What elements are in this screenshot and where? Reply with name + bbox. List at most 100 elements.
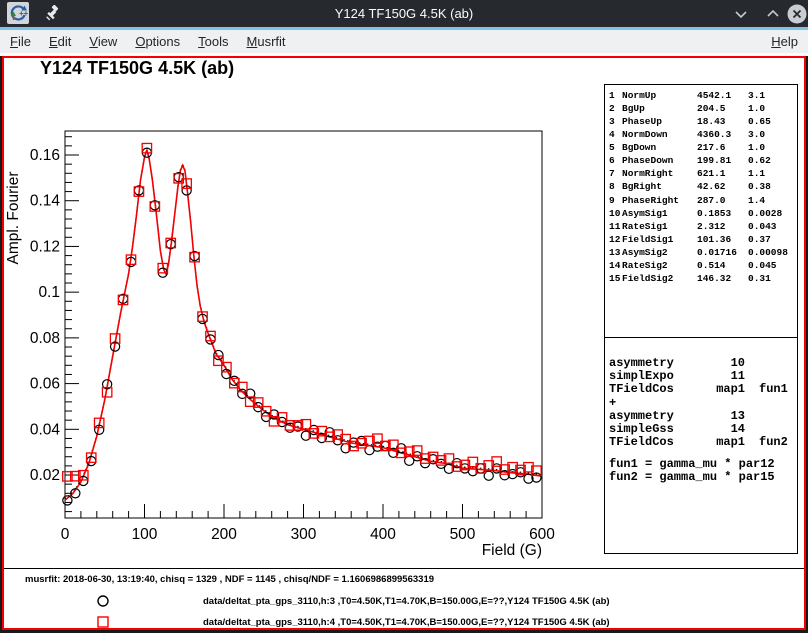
param-name: NormUp (622, 90, 657, 101)
data-point-circle (388, 447, 399, 459)
menu-item-edit[interactable]: Edit (48, 34, 72, 49)
menu-item-options[interactable]: Options (135, 34, 181, 49)
param-error: 0.043 (748, 220, 777, 232)
data-point-square (260, 405, 272, 417)
window-title: Y124 TF150G 4.5K (ab) (334, 6, 474, 21)
data-point-square (292, 420, 304, 431)
data-point-circle (213, 349, 224, 361)
data-point-square (467, 456, 479, 468)
maximize-button[interactable] (762, 3, 784, 25)
data-point-square (109, 333, 121, 344)
theory-line: TFieldCos map1 fun1 (605, 382, 797, 397)
theory-token: asymmetry (609, 356, 674, 370)
param-name: RateSig2 (622, 259, 668, 271)
legend-label: data/deltat_pta_gps_3110,h:4 ,T0=4.50K,T… (203, 617, 610, 628)
y-tick-label: 0.02 (30, 467, 60, 484)
data-point-square (348, 440, 359, 452)
param-name: FieldSig1 (622, 233, 674, 245)
data-point-square (491, 456, 503, 467)
theory-fun-line: fun1 = gamma_mu * par12 (605, 457, 797, 471)
y-tick-label: 0.1 (38, 284, 60, 301)
pin-icon[interactable] (44, 5, 60, 21)
theory-line: asymmetry 13 (605, 409, 797, 423)
data-point-square (387, 439, 399, 451)
data-point-square (101, 386, 113, 398)
param-row-PhaseRight: 9 PhaseRight 287.0 1.4 (605, 195, 797, 208)
menu-item-view[interactable]: View (89, 34, 118, 49)
data-point-square (427, 451, 439, 463)
theory-token: 11 (730, 369, 745, 384)
legend-row: data/deltat_pta_gps_3110,h:3 ,T0=4.50K,T… (4, 593, 804, 609)
data-point-square (221, 361, 232, 373)
data-point-circle (62, 495, 73, 506)
param-index: 14 (609, 259, 621, 271)
data-point-square (523, 461, 534, 473)
param-error: 0.38 (748, 181, 771, 193)
data-point-circle (109, 341, 121, 352)
param-name: PhaseUp (622, 116, 662, 128)
x-tick-label: 100 (132, 526, 158, 543)
data-point-square (356, 437, 367, 449)
minimize-button[interactable] (730, 3, 752, 25)
data-point-square (515, 464, 526, 476)
data-point-square (419, 453, 431, 464)
param-index: 10 (609, 207, 621, 219)
theory-function-panel: asymmetry 10 simplExpo 11 TFieldCos map1 fun1 +… (604, 337, 798, 554)
menu-item-help[interactable]: Help (771, 34, 798, 49)
theory-token: fun2 (759, 435, 788, 450)
param-index: 9 (609, 194, 615, 206)
data-point-square (85, 452, 97, 464)
param-value: 199.81 (697, 155, 732, 167)
param-value: 42.62 (697, 181, 726, 193)
data-point-circle (491, 463, 502, 474)
data-point-circle (523, 473, 534, 484)
x-tick-label: 200 (211, 526, 237, 543)
theory-token: + (609, 395, 617, 410)
param-value: 2.312 (697, 220, 726, 232)
theory-line: + (605, 395, 797, 410)
param-value: 287.0 (697, 194, 726, 206)
param-index: 13 (609, 246, 621, 258)
menu-item-file[interactable]: File (10, 34, 31, 49)
theory-line: simplExpo 11 (605, 369, 797, 384)
menu-item-musrfit[interactable]: Musrfit (246, 34, 286, 49)
data-point-circle (300, 430, 312, 441)
legend-label: data/deltat_pta_gps_3110,h:3 ,T0=4.50K,T… (203, 596, 610, 607)
param-index: 11 (609, 220, 621, 232)
param-error: 0.62 (748, 155, 771, 167)
close-button[interactable] (786, 3, 808, 25)
param-name: PhaseRight (622, 194, 680, 206)
param-row-NormDown: 4 NormDown 4360.3 3.0 (605, 129, 797, 142)
plot-title: Y124 TF150G 4.5K (ab) (40, 58, 234, 78)
root-canvas[interactable]: Y124 TF150G 4.5K (ab) 0 100 200 300 400 500 600… (2, 56, 806, 630)
title-bar[interactable]: ++ Y124 TF150G 4.5K (ab) (0, 0, 808, 27)
param-value: 217.6 (697, 142, 726, 154)
param-name: BgDown (622, 142, 657, 154)
data-point-square (435, 455, 447, 466)
fit-status-line: musrfit: 2018-06-30, 13:19:40, chisq = 1… (25, 574, 435, 585)
x-tick-label: 300 (291, 526, 317, 543)
x-axis-title: Field (G) (482, 542, 542, 559)
param-error: 3.1 (748, 90, 766, 101)
param-error: 0.37 (748, 233, 771, 245)
param-index: 12 (609, 233, 621, 245)
theory-token: TFieldCos (609, 435, 674, 450)
fourier-plot[interactable]: Y124 TF150G 4.5K (ab) 0 100 200 300 400 500 600… (4, 58, 804, 570)
menu-item-tools[interactable]: Tools (198, 34, 229, 49)
open-square-marker-icon (97, 616, 109, 628)
data-point-circle (499, 470, 510, 481)
data-point-circle (531, 472, 542, 483)
data-point-square (149, 201, 161, 212)
y-tick-label: 0.14 (30, 193, 61, 210)
data-point-square (181, 178, 192, 189)
window-edge (0, 630, 808, 633)
theory-token: fun1 (759, 382, 788, 397)
theory-token: map1 (716, 382, 745, 397)
data-point-square (117, 294, 129, 306)
param-row-NormRight: 7 NormRight 621.1 1.1 (605, 168, 797, 181)
param-name: NormDown (622, 129, 668, 141)
param-value: 146.32 (697, 272, 732, 284)
data-point-square (443, 453, 455, 464)
data-point-square (165, 237, 177, 249)
param-name: FieldSig2 (622, 272, 674, 284)
